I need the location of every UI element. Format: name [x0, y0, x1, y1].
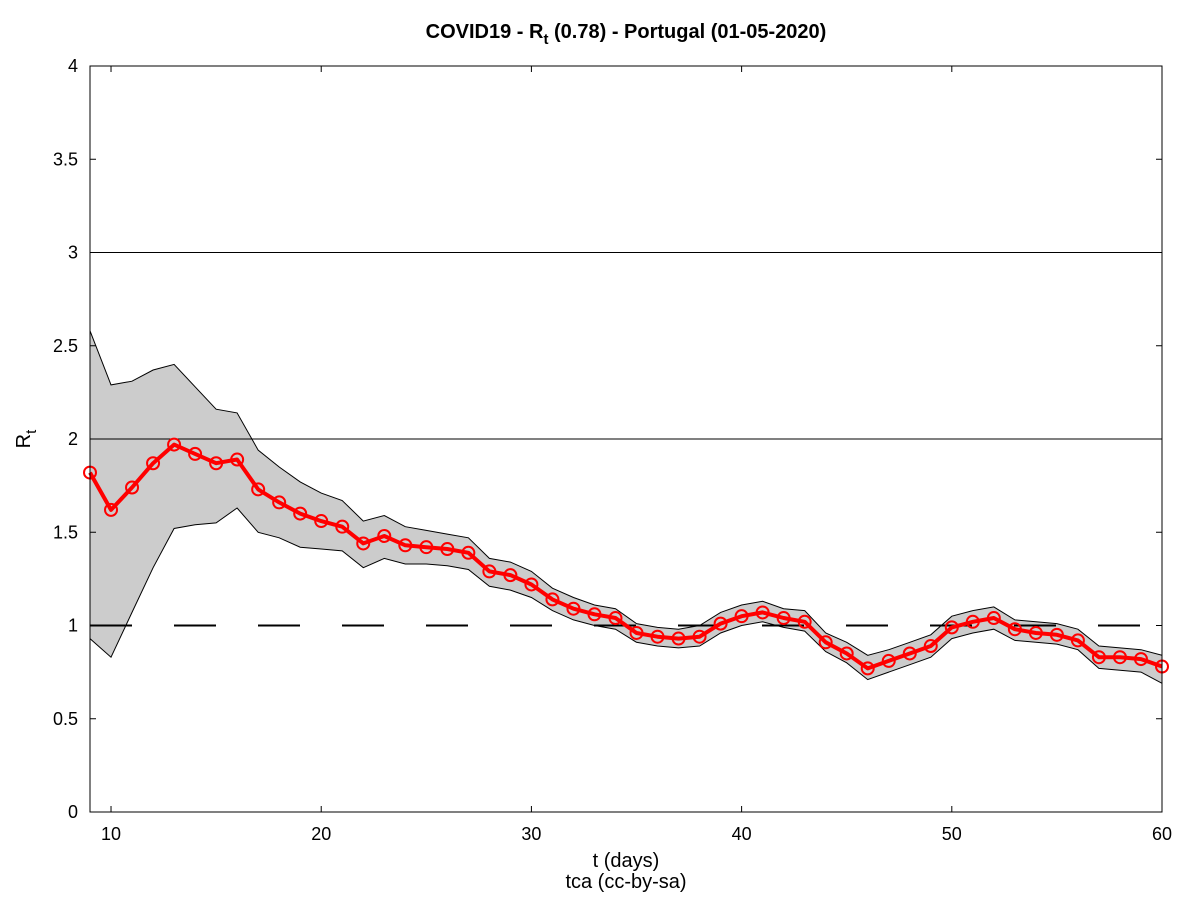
y-tick-label: 4 — [68, 56, 78, 76]
data-point — [650, 629, 665, 644]
data-point — [167, 437, 182, 452]
x-tick-label: 60 — [1152, 824, 1172, 844]
data-point — [377, 528, 392, 543]
data-point — [104, 502, 119, 517]
x-axis: 10 20 30 40 50 60 — [101, 66, 1172, 844]
data-point — [587, 607, 602, 622]
x-tick-label: 50 — [942, 824, 962, 844]
x-tick-label: 20 — [311, 824, 331, 844]
data-point — [923, 639, 938, 654]
data-point — [1007, 622, 1022, 637]
data-point — [629, 625, 644, 640]
data-point — [755, 605, 770, 620]
x-axis-label: t (days) — [593, 850, 660, 872]
y-axis-label-subscript: t — [23, 429, 40, 434]
data-point — [356, 536, 371, 551]
data-point — [1070, 633, 1085, 648]
data-point — [839, 646, 854, 661]
data-point — [293, 506, 308, 521]
y-tick-label: 3 — [68, 243, 78, 263]
y-tick-label: 3.5 — [53, 149, 78, 169]
y-axis: 0 0.5 1 1.5 2 2.5 3 3.5 4 — [53, 56, 1162, 822]
data-point — [1133, 652, 1148, 667]
data-point — [398, 538, 413, 553]
data-point — [608, 611, 623, 626]
data-point — [566, 601, 581, 616]
data-point — [944, 620, 959, 635]
data-point — [713, 616, 728, 631]
y-axis-label: Rt — [13, 429, 40, 448]
x-tick-label: 40 — [732, 824, 752, 844]
data-point — [503, 568, 518, 583]
data-point — [440, 542, 455, 557]
x-tick-label: 10 — [101, 824, 121, 844]
data-point — [461, 545, 476, 560]
data-point — [797, 614, 812, 629]
data-point — [1049, 627, 1064, 642]
y-tick-label: 0.5 — [53, 709, 78, 729]
data-point — [671, 631, 686, 646]
plot-area — [83, 252, 1169, 685]
data-point — [335, 519, 350, 534]
data-point — [818, 635, 833, 650]
data-point — [1091, 650, 1106, 665]
data-point — [125, 480, 140, 495]
data-point — [545, 592, 560, 607]
chart-title-subscript: t — [543, 31, 548, 48]
data-point — [776, 611, 791, 626]
data-point — [230, 452, 245, 467]
data-point — [902, 646, 917, 661]
data-point — [734, 609, 749, 624]
y-tick-label: 0 — [68, 802, 78, 822]
data-point — [881, 653, 896, 668]
y-tick-label: 1 — [68, 616, 78, 636]
data-point — [986, 611, 1001, 626]
data-point — [272, 495, 287, 510]
data-point — [314, 514, 329, 529]
data-point — [188, 446, 203, 461]
credit-label: tca (cc-by-sa) — [565, 871, 686, 893]
chart-title: COVID19 - Rt (0.78) - Portugal (01-05-20… — [426, 21, 827, 48]
data-point — [965, 614, 980, 629]
data-point — [1112, 650, 1127, 665]
data-point — [1028, 625, 1043, 640]
y-tick-label: 2.5 — [53, 336, 78, 356]
data-point — [482, 564, 497, 579]
y-tick-label: 2 — [68, 429, 78, 449]
data-point — [146, 456, 161, 471]
chart-title-rest: (0.78) - Portugal (01-05-2020) — [548, 21, 826, 43]
confidence-band — [89, 330, 1163, 685]
data-point — [860, 661, 875, 676]
data-point — [209, 456, 224, 471]
y-tick-label: 1.5 — [53, 522, 78, 542]
x-tick-label: 30 — [521, 824, 541, 844]
data-point — [419, 540, 434, 555]
series-line — [88, 442, 1163, 671]
data-point — [524, 577, 539, 592]
data-point — [251, 482, 266, 497]
data-point — [692, 629, 707, 644]
